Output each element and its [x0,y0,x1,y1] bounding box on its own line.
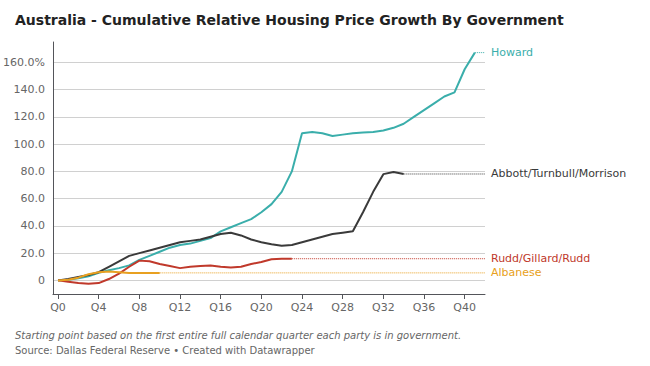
svg-text:120.0: 120.0 [13,110,45,123]
svg-text:Q0: Q0 [50,301,66,314]
svg-text:Q12: Q12 [169,301,192,314]
svg-text:Q24: Q24 [291,301,314,314]
svg-text:Howard: Howard [491,46,533,59]
svg-text:140.0: 140.0 [13,83,45,96]
svg-text:20.0: 20.0 [20,247,45,260]
svg-text:60.0: 60.0 [20,192,45,205]
svg-text:0: 0 [38,274,45,287]
svg-text:Q20: Q20 [250,301,273,314]
svg-text:100.0: 100.0 [13,138,45,151]
svg-text:Q36: Q36 [413,301,436,314]
svg-text:Rudd/Gillard/Rudd: Rudd/Gillard/Rudd [491,252,590,265]
svg-text:Q16: Q16 [209,301,232,314]
svg-text:Albanese: Albanese [491,266,542,279]
svg-text:Australia - Cumulative Relativ: Australia - Cumulative Relative Housing … [15,12,564,28]
svg-text:Q8: Q8 [132,301,148,314]
svg-text:40.0: 40.0 [20,219,45,232]
svg-text:Q32: Q32 [372,301,395,314]
svg-text:Q4: Q4 [91,301,107,314]
svg-text:Q28: Q28 [331,301,354,314]
svg-text:Q40: Q40 [453,301,476,314]
svg-text:80.0: 80.0 [20,165,45,178]
svg-text:Starting point based on the fi: Starting point based on the first entire… [15,330,461,341]
svg-text:160.0%: 160.0% [3,56,45,69]
svg-text:Abbott/Turnbull/Morrison: Abbott/Turnbull/Morrison [491,167,626,180]
svg-text:Source: Dallas Federal Reserve: Source: Dallas Federal Reserve • Created… [15,345,316,356]
